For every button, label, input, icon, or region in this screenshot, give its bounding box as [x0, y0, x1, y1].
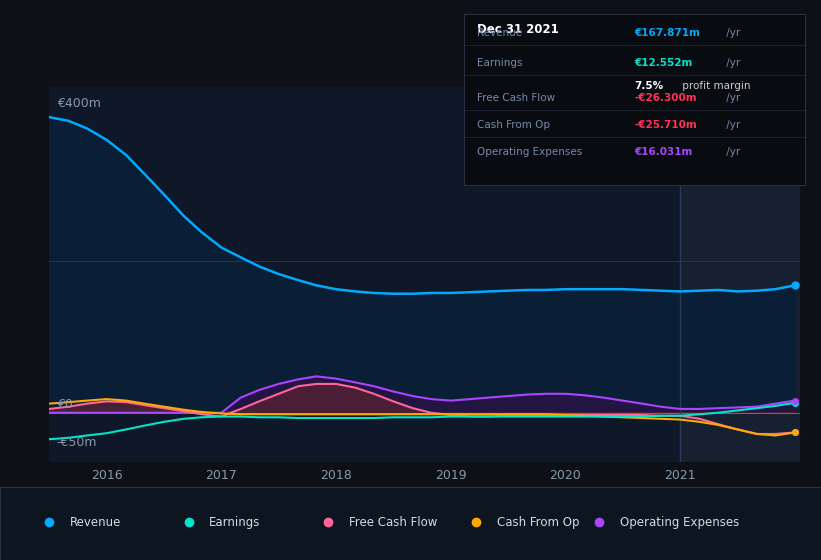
- Text: /yr: /yr: [722, 27, 740, 38]
- Text: €0: €0: [57, 398, 72, 411]
- Text: €167.871m: €167.871m: [635, 27, 700, 38]
- Text: Earnings: Earnings: [209, 516, 261, 529]
- Text: /yr: /yr: [722, 147, 740, 157]
- Text: /yr: /yr: [722, 58, 740, 68]
- Text: Free Cash Flow: Free Cash Flow: [478, 92, 556, 102]
- Text: Cash From Op: Cash From Op: [497, 516, 579, 529]
- Text: Earnings: Earnings: [478, 58, 523, 68]
- Text: €12.552m: €12.552m: [635, 58, 693, 68]
- Text: Dec 31 2021: Dec 31 2021: [478, 22, 559, 35]
- Text: /yr: /yr: [722, 120, 740, 130]
- Text: profit margin: profit margin: [678, 81, 750, 91]
- Text: -€50m: -€50m: [57, 436, 97, 449]
- Text: Revenue: Revenue: [70, 516, 122, 529]
- Bar: [680, 87, 800, 462]
- Text: 7.5%: 7.5%: [635, 81, 663, 91]
- Text: €16.031m: €16.031m: [635, 147, 693, 157]
- Text: €400m: €400m: [57, 96, 101, 110]
- Text: Operating Expenses: Operating Expenses: [478, 147, 583, 157]
- Text: -€26.300m: -€26.300m: [635, 92, 697, 102]
- Text: Revenue: Revenue: [478, 27, 523, 38]
- Text: Operating Expenses: Operating Expenses: [620, 516, 739, 529]
- Text: -€25.710m: -€25.710m: [635, 120, 697, 130]
- Text: /yr: /yr: [722, 92, 740, 102]
- Text: Free Cash Flow: Free Cash Flow: [349, 516, 438, 529]
- Text: Cash From Op: Cash From Op: [478, 120, 551, 130]
